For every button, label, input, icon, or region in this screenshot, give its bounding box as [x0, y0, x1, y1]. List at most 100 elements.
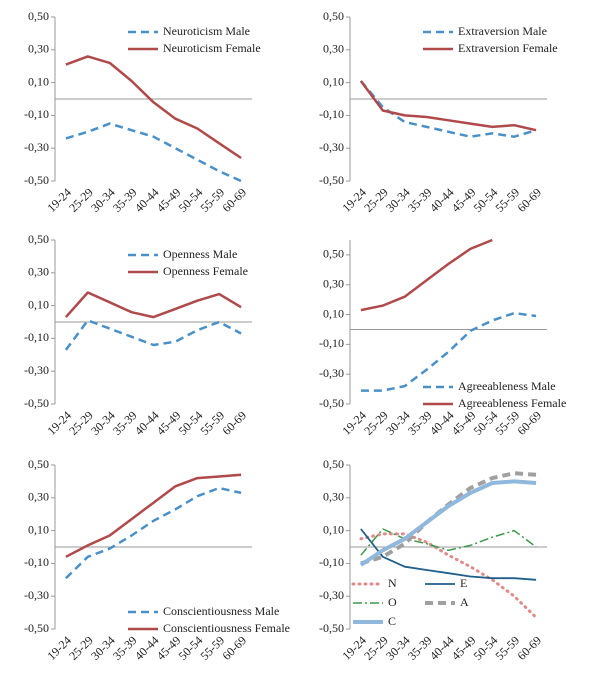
legend-label: Openness Male — [163, 247, 237, 261]
y-tick-label: 0,10 — [323, 522, 344, 536]
series-line — [359, 479, 537, 567]
y-tick-label: -0,30 — [24, 140, 49, 154]
y-tick-label: 0,30 — [323, 276, 344, 290]
x-tick-label: 25-29 — [66, 633, 96, 663]
x-tick-label: 50-54 — [471, 408, 501, 438]
x-tick-label: 19-24 — [339, 185, 369, 215]
x-tick-label: 35-39 — [110, 185, 140, 215]
x-tick-label: 60-69 — [514, 633, 544, 663]
x-tick-label: 25-29 — [66, 408, 96, 438]
x-tick-label: 50-54 — [471, 633, 501, 663]
y-tick-label: -0,10 — [24, 555, 49, 569]
x-tick-label: 30-34 — [88, 185, 118, 215]
x-tick-label: 60-69 — [219, 408, 249, 438]
x-tick-label: 55-59 — [198, 633, 228, 663]
legend-label: E — [460, 576, 467, 590]
x-tick-label: 35-39 — [405, 633, 435, 663]
legend-label: Extraversion Male — [458, 24, 547, 38]
x-tick-label: 60-69 — [219, 633, 249, 663]
x-tick-label: 40-44 — [132, 633, 162, 663]
y-tick-label: 0,10 — [28, 74, 49, 88]
y-tick-label: 0,30 — [323, 42, 344, 56]
series-line — [64, 291, 242, 319]
x-tick-label: 45-49 — [154, 633, 184, 663]
y-tick-label: -0,10 — [319, 336, 344, 350]
y-tick-label: -0,30 — [319, 140, 344, 154]
legend-label: Neuroticism Male — [163, 24, 250, 38]
x-tick-label: 40-44 — [132, 185, 162, 215]
x-tick-label: 40-44 — [132, 408, 162, 438]
x-tick-label: 35-39 — [110, 408, 140, 438]
y-tick-label: 0,30 — [28, 42, 49, 56]
y-tick-label: 0,30 — [28, 265, 49, 279]
x-tick-label: 40-44 — [427, 633, 457, 663]
x-tick-label: 30-34 — [88, 633, 118, 663]
series-line — [360, 528, 537, 581]
x-tick-label: 45-49 — [154, 408, 184, 438]
chart-panel: 0,50 0,30 0,10 -0,10 -0,30 -0,5019-2425-2930-… — [319, 238, 566, 438]
y-tick-label: 0,30 — [28, 490, 49, 504]
x-tick-label: 19-24 — [44, 408, 74, 438]
x-tick-label: 25-29 — [361, 633, 391, 663]
x-tick-label: 55-59 — [493, 185, 523, 215]
series-line — [360, 238, 493, 312]
series-line — [64, 319, 242, 351]
chart-panel: 0,50 0,30 0,10 -0,10 -0,30 -0,5019-2425-2930-… — [319, 457, 547, 663]
x-tick-label: 45-49 — [154, 185, 184, 215]
legend-label: Agreeableness Female — [458, 396, 566, 410]
x-tick-label: 30-34 — [383, 633, 413, 663]
series-line — [65, 486, 242, 580]
series-line — [65, 473, 242, 558]
x-tick-label: 35-39 — [405, 408, 435, 438]
x-tick-label: 55-59 — [493, 633, 523, 663]
x-tick-label: 55-59 — [493, 408, 523, 438]
x-tick-label: 19-24 — [44, 633, 74, 663]
x-tick-label: 50-54 — [176, 633, 206, 663]
y-tick-label: 0,10 — [323, 74, 344, 88]
y-tick-label: -0,30 — [319, 366, 344, 380]
x-tick-label: 25-29 — [361, 185, 391, 215]
x-tick-label: 40-44 — [427, 408, 457, 438]
series-line — [359, 80, 537, 132]
chart-panel: 0,50 0,30 0,10 -0,10 -0,30 -0,5019-2425-2930-… — [319, 9, 558, 215]
legend-label: N — [388, 576, 397, 590]
series-line — [360, 528, 537, 556]
x-tick-label: 30-34 — [383, 185, 413, 215]
y-tick-label: -0,10 — [24, 107, 49, 121]
y-tick-label: 0,10 — [323, 306, 344, 320]
x-tick-label: 45-49 — [449, 408, 479, 438]
series-line — [359, 80, 537, 138]
y-tick-label: -0,50 — [319, 396, 344, 410]
y-tick-label: 0,50 — [323, 457, 344, 471]
y-tick-label: -0,30 — [24, 363, 49, 377]
y-tick-label: -0,10 — [319, 107, 344, 121]
x-tick-label: 40-44 — [427, 185, 457, 215]
x-tick-label: 19-24 — [339, 633, 369, 663]
y-tick-label: 0,50 — [323, 9, 344, 23]
y-tick-label: -0,30 — [319, 588, 344, 602]
chart-panel: 0,50 0,30 0,10 -0,10 -0,30 -0,5019-2425-2930-… — [24, 9, 261, 215]
y-tick-label: -0,50 — [24, 173, 49, 187]
legend-label: Openness Female — [163, 264, 248, 278]
y-tick-label: 0,50 — [28, 9, 49, 23]
x-tick-label: 60-69 — [514, 408, 544, 438]
x-tick-label: 50-54 — [471, 185, 501, 215]
legend-label: Extraversion Female — [458, 41, 558, 55]
x-tick-label: 35-39 — [110, 633, 140, 663]
y-tick-label: 0,10 — [28, 522, 49, 536]
y-tick-label: -0,50 — [319, 621, 344, 635]
series-line — [65, 122, 242, 183]
legend-label: Conscientiousness Male — [163, 604, 279, 618]
y-tick-label: -0,50 — [24, 396, 49, 410]
series-line — [359, 532, 538, 619]
x-tick-label: 55-59 — [198, 408, 228, 438]
y-tick-label: 0,50 — [28, 232, 49, 246]
legend-label: Neuroticism Female — [163, 41, 261, 55]
x-tick-label: 30-34 — [88, 408, 118, 438]
x-tick-label: 60-69 — [219, 185, 249, 215]
x-tick-label: 25-29 — [361, 408, 391, 438]
y-tick-label: -0,10 — [24, 330, 49, 344]
y-tick-label: 0,50 — [28, 457, 49, 471]
x-tick-label: 60-69 — [514, 185, 544, 215]
